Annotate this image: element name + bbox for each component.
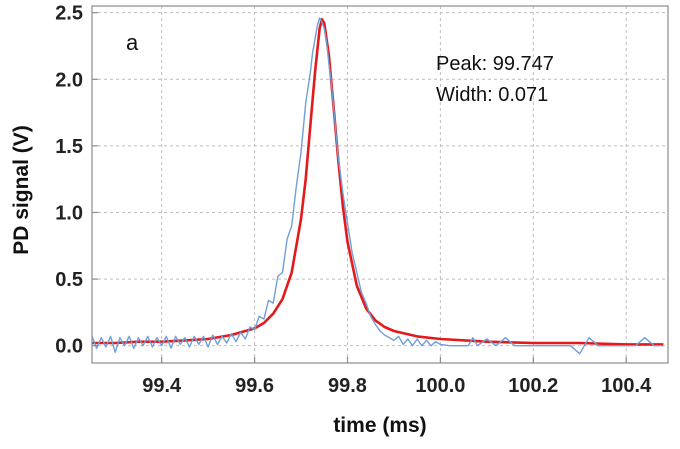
x-tick-label: 100.4 bbox=[601, 375, 652, 397]
plot-frame bbox=[91, 5, 669, 364]
measured-signal-line bbox=[92, 17, 664, 355]
x-tick-label: 100.0 bbox=[415, 375, 465, 397]
y-tick-label: 2.5 bbox=[55, 3, 83, 25]
axis-ticks: 99.4 99.6 99.8 100.0 100.2 100.4 0.0 0.5 1.0 1.5 2… bbox=[55, 3, 652, 397]
y-axis-title: PD signal (V) bbox=[10, 125, 33, 255]
y-tick-label: 0.5 bbox=[55, 269, 83, 291]
y-tick-label: 1.5 bbox=[55, 136, 83, 158]
y-tick-label: 1.0 bbox=[55, 202, 83, 224]
x-tick-label: 99.8 bbox=[328, 375, 367, 397]
y-tick-label: 0.0 bbox=[55, 336, 83, 358]
annotation-width: Width: 0.071 bbox=[436, 84, 548, 106]
grid-lines bbox=[92, 6, 668, 363]
y-tick-label: 2.0 bbox=[55, 69, 83, 91]
fit-curve bbox=[92, 17, 664, 346]
series-layer bbox=[92, 17, 664, 355]
plot-background bbox=[92, 6, 668, 363]
annotation-peak: Peak: 99.747 bbox=[436, 53, 554, 75]
x-tick-label: 99.4 bbox=[142, 375, 182, 397]
x-tick-label: 99.6 bbox=[235, 375, 274, 397]
x-tick-label: 100.2 bbox=[508, 375, 558, 397]
panel-label: a bbox=[126, 30, 139, 55]
x-axis-title: time (ms) bbox=[333, 414, 426, 437]
